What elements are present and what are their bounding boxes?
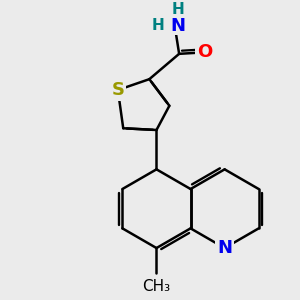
Text: H: H <box>152 18 165 33</box>
Text: O: O <box>197 43 212 61</box>
Text: S: S <box>111 81 124 99</box>
Text: CH₃: CH₃ <box>142 279 170 294</box>
Text: N: N <box>171 16 186 34</box>
Text: N: N <box>217 239 232 257</box>
Text: H: H <box>172 2 184 16</box>
